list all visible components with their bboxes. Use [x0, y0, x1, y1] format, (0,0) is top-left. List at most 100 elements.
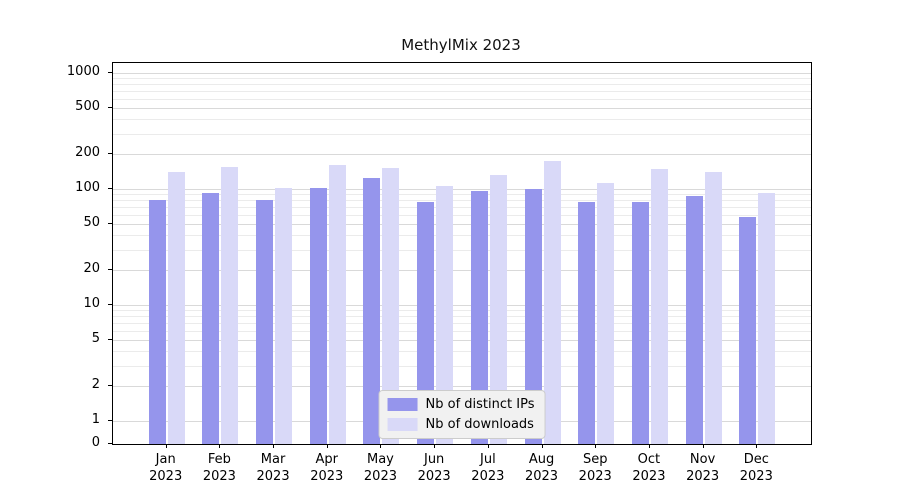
x-tick-month: May	[367, 452, 394, 467]
bar-downloads	[650, 168, 668, 444]
x-tick-label: Apr 2023	[295, 451, 359, 485]
y-tick-mark	[108, 106, 112, 108]
legend-label-distinct-ips: Nb of distinct IPs	[425, 397, 535, 412]
x-tick-year: 2023	[202, 469, 236, 484]
gridline-major	[113, 223, 811, 225]
y-tick-mark	[108, 222, 112, 224]
bar-distinct-ips	[470, 190, 488, 444]
gridline-major	[113, 386, 811, 388]
gridline-minor	[113, 249, 811, 251]
bar-downloads	[167, 172, 185, 444]
bar-distinct-ips	[309, 187, 327, 444]
x-tick-label: Sep 2023	[563, 451, 627, 485]
bar-distinct-ips	[578, 201, 596, 444]
x-tick-year: 2023	[471, 469, 505, 484]
x-tick-month: Dec	[743, 452, 769, 467]
x-tick-year: 2023	[149, 469, 183, 484]
bar-downloads	[597, 183, 615, 444]
y-tick-mark	[108, 420, 112, 421]
gridline-minor	[113, 98, 811, 100]
bar-distinct-ips	[685, 196, 703, 444]
gridline-minor	[113, 365, 811, 367]
gridline-major	[113, 305, 811, 306]
y-tick-mark	[108, 153, 112, 155]
x-tick-mark	[487, 444, 489, 448]
gridline-minor	[113, 200, 811, 202]
gridline-major	[113, 189, 811, 190]
x-tick-mark	[380, 444, 382, 448]
bar-distinct-ips	[202, 193, 220, 444]
gridline-minor	[113, 90, 811, 92]
gridline-minor	[113, 133, 811, 135]
x-tick-label: Jun 2023	[402, 451, 466, 485]
y-tick-mark	[108, 72, 112, 73]
gridline-minor	[113, 84, 811, 86]
y-tick-mark	[108, 304, 112, 305]
y-tick-mark	[108, 338, 112, 340]
x-tick-month: Feb	[207, 452, 231, 467]
x-tick-mark	[702, 444, 704, 448]
x-tick-mark	[756, 444, 758, 448]
x-tick-label: Dec 2023	[724, 451, 788, 485]
x-tick-month: Jun	[423, 452, 445, 467]
gridline-major	[113, 154, 811, 156]
y-tick-label: 2	[91, 377, 100, 393]
legend-row-distinct-ips: Nb of distinct IPs	[387, 397, 535, 412]
bar-downloads	[704, 172, 722, 444]
legend-label-downloads: Nb of downloads	[425, 417, 534, 432]
x-tick-mark	[273, 444, 275, 448]
bar-distinct-ips	[739, 217, 757, 444]
bar-downloads	[382, 167, 400, 444]
y-tick-label: 500	[75, 98, 100, 114]
x-tick-label: Jan 2023	[134, 451, 198, 485]
bar-distinct-ips	[524, 189, 542, 444]
bar-downloads	[275, 188, 293, 444]
x-tick-month: Aug	[528, 452, 555, 467]
gridline-minor	[113, 310, 811, 312]
x-tick-year: 2023	[632, 469, 666, 484]
y-tick-mark	[108, 269, 112, 271]
bar-downloads	[221, 166, 239, 444]
bar-downloads	[543, 160, 561, 444]
y-tick-label: 0	[91, 435, 100, 450]
bar-downloads	[758, 193, 776, 444]
bar-distinct-ips	[631, 201, 649, 444]
y-tick-label: 10	[83, 296, 100, 311]
x-tick-year: 2023	[686, 469, 720, 484]
x-tick-month: Jul	[480, 452, 496, 467]
y-tick-label: 100	[75, 180, 100, 195]
legend: Nb of distinct IPs Nb of downloads	[378, 390, 546, 439]
x-tick-year: 2023	[739, 469, 773, 484]
x-tick-year: 2023	[578, 469, 612, 484]
x-tick-mark	[541, 444, 543, 448]
x-tick-label: May 2023	[348, 451, 412, 485]
x-tick-label: Oct 2023	[617, 451, 681, 485]
y-tick-label: 1000	[66, 64, 100, 79]
gridline-minor	[113, 214, 811, 216]
x-tick-month: Oct	[637, 452, 661, 467]
y-axis: 0 1 2 5 10 20 50 100 200 500 1000	[0, 62, 112, 450]
y-tick-mark	[108, 188, 112, 189]
gridline-minor	[113, 194, 811, 196]
bar-downloads	[436, 185, 454, 444]
gridline-minor	[113, 330, 811, 332]
y-tick-label: 200	[75, 145, 100, 161]
bar-distinct-ips	[417, 201, 435, 444]
y-tick-label: 50	[83, 214, 100, 230]
x-tick-year: 2023	[363, 469, 397, 484]
x-tick-label: Jul 2023	[456, 451, 520, 485]
bar-downloads	[489, 175, 507, 444]
x-tick-year: 2023	[310, 469, 344, 484]
x-tick-month: Jan	[155, 452, 176, 467]
legend-swatch-downloads	[387, 418, 418, 431]
x-tick-month: Nov	[689, 452, 716, 467]
legend-row-downloads: Nb of downloads	[387, 417, 535, 432]
x-tick-year: 2023	[524, 469, 559, 484]
x-tick-month: Mar	[260, 452, 286, 467]
bar-distinct-ips	[148, 200, 166, 444]
x-tick-label: Mar 2023	[241, 451, 305, 485]
gridline-minor	[113, 351, 811, 353]
y-tick-label: 1	[91, 412, 100, 427]
x-tick-year: 2023	[417, 469, 451, 484]
